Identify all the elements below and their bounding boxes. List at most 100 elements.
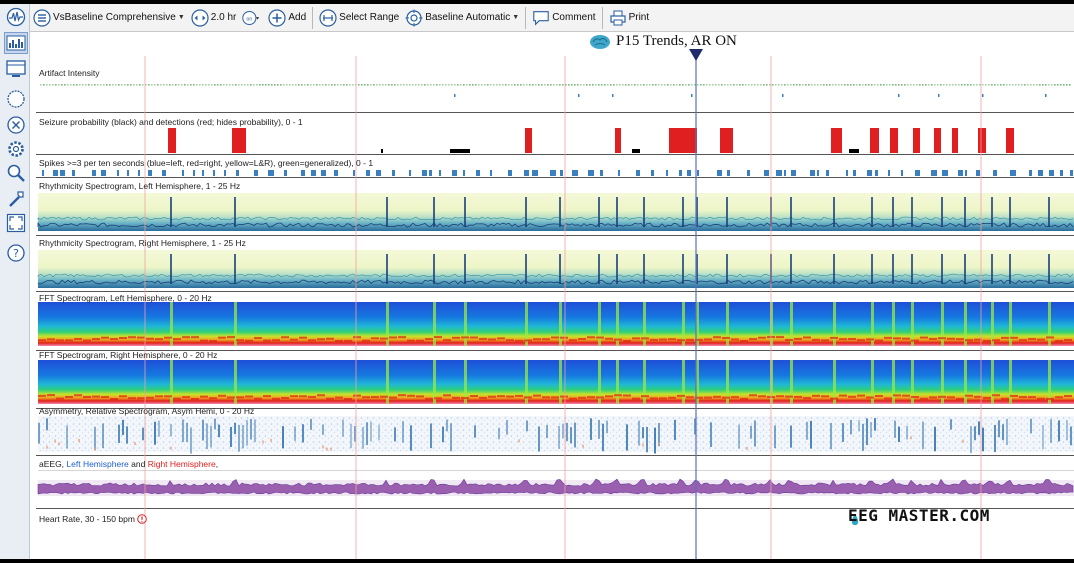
artifact-dot [295,84,297,86]
tools-icon[interactable] [4,188,28,210]
fft-texture [938,337,946,340]
asym-streak [1042,425,1044,450]
artifact-dot [850,84,852,86]
fit-screen-icon[interactable] [4,212,28,234]
asym-streak [950,419,952,430]
settings-icon[interactable] [4,138,28,160]
rhythm-left-spectrogram [38,193,1074,231]
asym-fleck [658,442,660,446]
fft-texture [821,339,829,342]
fft-texture [875,394,883,397]
spike-mark [422,170,427,176]
artifact-dot [580,84,582,86]
asym-fleck [54,439,56,443]
select-range-button[interactable]: Select Range [316,6,402,30]
fft-texture [686,396,694,399]
asym-streak [646,426,648,453]
spikes-strip [42,170,1073,176]
fft-texture [110,397,118,400]
help-icon[interactable]: ? [4,242,28,264]
aeeg-prefix: aEEG, [39,459,67,469]
fft-texture [947,396,955,399]
fft-texture [974,395,982,398]
artifact-dot [142,84,144,86]
duration-button[interactable]: 2.0 hr [188,6,240,30]
baseline-dropdown[interactable]: Baseline Automatic ▼ [402,6,522,30]
rhythm-burst [616,197,618,227]
search-icon[interactable] [4,162,28,184]
fft-texture [308,396,316,399]
artifact-dot [97,84,99,86]
circle-icon[interactable] [4,88,28,110]
view-dropdown[interactable]: VsBaseline Comprehensive ▼ [30,6,188,30]
asym-streak [354,426,356,442]
cursor-handle[interactable] [689,49,703,61]
artifact-dot [565,84,567,86]
artifact-dot [946,84,948,86]
artifact-dot [862,84,864,86]
artifact-dot [694,84,696,86]
artifact-dot [283,84,285,86]
artifact-dot [841,84,843,86]
fft-texture [974,338,982,341]
rhythm-burst [1009,254,1011,284]
artifact-dot [466,84,468,86]
asym-streak [982,427,984,452]
fft-texture [272,397,280,400]
close-circle-icon[interactable] [4,114,28,136]
artifact-dot [265,84,267,86]
asym-streak [546,424,548,439]
artifact-dot [985,84,987,86]
fft-texture [1019,396,1027,399]
rhythm-burst [559,254,561,284]
asym-fleck [910,436,912,440]
artifact-dot [193,84,195,86]
asym-fleck [58,442,60,446]
rhythm-burst [643,254,645,284]
fft-texture [128,397,136,400]
fft-texture [137,336,145,339]
artifact-dot [586,84,588,86]
artifact-dot [853,84,855,86]
fft-texture [398,336,406,339]
artifact-dot [838,84,840,86]
review-view-icon[interactable] [4,58,28,80]
fft-texture [1037,338,1045,341]
asym-streak [858,420,860,432]
fft-texture [956,338,964,341]
trends-view-icon[interactable] [4,32,28,54]
artifact-dot [826,84,828,86]
menu-icon [33,8,51,27]
fft-texture [920,336,928,339]
add-button[interactable]: Add [265,6,309,30]
artifact-dot [301,84,303,86]
trends-panel[interactable]: P15 Trends, AR ON [36,32,1074,559]
eeg-wave-icon[interactable] [4,6,28,28]
alert-icon[interactable] [137,514,148,526]
asym-streak [574,422,576,448]
spike-mark [72,170,75,176]
artifact-dot [568,84,570,86]
print-button[interactable]: Print [606,6,653,30]
artifact-dot [148,84,150,86]
artifact-dot [979,84,981,86]
comment-button[interactable]: Comment [529,6,598,30]
fft-burst [770,302,773,346]
artifact-dot [430,84,432,86]
asym-streak [810,420,812,449]
fft-texture [785,395,793,398]
rhythm-burst [386,197,388,227]
artifact-dot [721,84,723,86]
artifact-dot [652,84,654,86]
fft-burst [643,302,646,346]
asym-streak [362,426,364,449]
fft-texture [587,336,595,339]
fft-burst [643,360,646,404]
artifact-dot [784,84,786,86]
lane-divider [36,112,1074,113]
fft-burst [892,360,895,404]
artifact-dot [271,84,273,86]
fft-texture [758,395,766,398]
zoom-button[interactable]: on [239,6,265,30]
artifact-dot [790,84,792,86]
